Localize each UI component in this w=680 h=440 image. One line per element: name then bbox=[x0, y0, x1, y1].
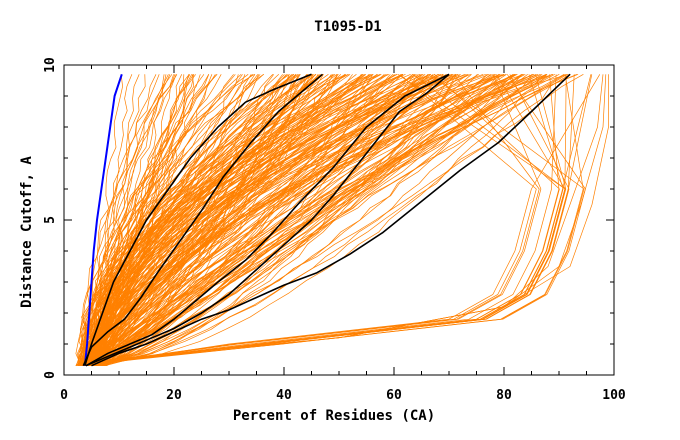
bulk-series-line bbox=[105, 74, 457, 367]
bulk-series-line bbox=[89, 74, 442, 366]
x-tick-label: 80 bbox=[496, 388, 512, 403]
bulk-series-line bbox=[95, 74, 533, 367]
x-tick-label: 0 bbox=[60, 388, 68, 403]
tick-layer: 0 20 40 60 80 100 0 5 10 bbox=[43, 57, 626, 403]
bulk-series-line bbox=[95, 74, 523, 367]
bulk-series-line bbox=[97, 74, 537, 363]
bulk-series-line bbox=[79, 74, 210, 366]
bulk-series-line bbox=[101, 74, 196, 366]
y-tick-label: 0 bbox=[43, 371, 58, 379]
bulk-series-line bbox=[82, 73, 404, 366]
bulk-series-line bbox=[97, 74, 514, 366]
bulk-series-line bbox=[101, 74, 499, 367]
x-axis-label: Percent of Residues (CA) bbox=[233, 408, 435, 424]
x-tick-label: 40 bbox=[276, 388, 292, 403]
bulk-series-line bbox=[99, 74, 176, 366]
bulk-series-line bbox=[105, 74, 570, 363]
bulk-series-line bbox=[94, 73, 449, 366]
bulk-series-line bbox=[96, 74, 374, 366]
bulk-series-line bbox=[88, 73, 403, 366]
bulk-series-line bbox=[98, 74, 542, 363]
bulk-series-line bbox=[90, 73, 569, 366]
bulk-series-line bbox=[76, 74, 430, 366]
x-tick-label: 20 bbox=[166, 388, 182, 403]
bulk-series-line bbox=[87, 74, 299, 366]
bulk-series-line bbox=[101, 74, 567, 363]
bulk-series-line bbox=[88, 74, 548, 367]
reference-series-layer bbox=[82, 73, 571, 367]
bulk-series-line bbox=[95, 74, 312, 366]
bulk-series-line bbox=[84, 74, 357, 366]
x-tick-label: 60 bbox=[386, 388, 402, 403]
bulk-series-line bbox=[104, 73, 417, 366]
y-tick-label: 5 bbox=[43, 216, 58, 224]
bulk-series-line bbox=[89, 74, 297, 366]
bulk-series-line bbox=[75, 74, 496, 367]
reference-series-line bbox=[82, 73, 324, 367]
reference-series-line bbox=[84, 73, 312, 366]
bulk-series-line bbox=[80, 73, 541, 366]
highlight-series-line bbox=[83, 73, 123, 366]
reference-series-line bbox=[85, 73, 450, 367]
bulk-series-line bbox=[83, 73, 447, 366]
bulk-series-line bbox=[87, 74, 146, 366]
bulk-series-line bbox=[83, 73, 372, 366]
reference-series-line bbox=[91, 73, 571, 367]
bulk-series-line bbox=[81, 74, 193, 366]
bulk-series-line bbox=[99, 74, 584, 363]
bulk-series-line bbox=[95, 74, 252, 366]
bulk-series-line bbox=[80, 74, 160, 366]
bulk-series-line bbox=[118, 74, 609, 360]
bulk-series-line bbox=[87, 74, 173, 366]
y-tick-label: 10 bbox=[43, 57, 58, 73]
bulk-series-line bbox=[102, 74, 205, 366]
y-axis-label: Distance Cutoff, A bbox=[19, 156, 35, 308]
bulk-series-line bbox=[106, 73, 440, 366]
bulk-series-line bbox=[102, 74, 523, 367]
bulk-series-line bbox=[98, 74, 548, 367]
bulk-series-line bbox=[94, 74, 489, 367]
bulk-series-line bbox=[76, 73, 537, 366]
bulk-series-line bbox=[80, 74, 178, 366]
bulk-series-line bbox=[107, 74, 601, 363]
bulk-series-line bbox=[84, 74, 353, 366]
x-tick-label: 100 bbox=[602, 388, 626, 403]
bulk-series-line bbox=[78, 74, 255, 366]
bulk-series-line bbox=[88, 74, 256, 366]
chart-title: T1095-D1 bbox=[314, 19, 381, 35]
bulk-series-line bbox=[79, 74, 416, 367]
bulk-series-line bbox=[88, 74, 259, 366]
reference-series-line bbox=[85, 73, 450, 367]
bulk-series-line bbox=[102, 74, 557, 363]
bulk-series-layer bbox=[75, 73, 609, 367]
bulk-series-line bbox=[93, 73, 547, 366]
